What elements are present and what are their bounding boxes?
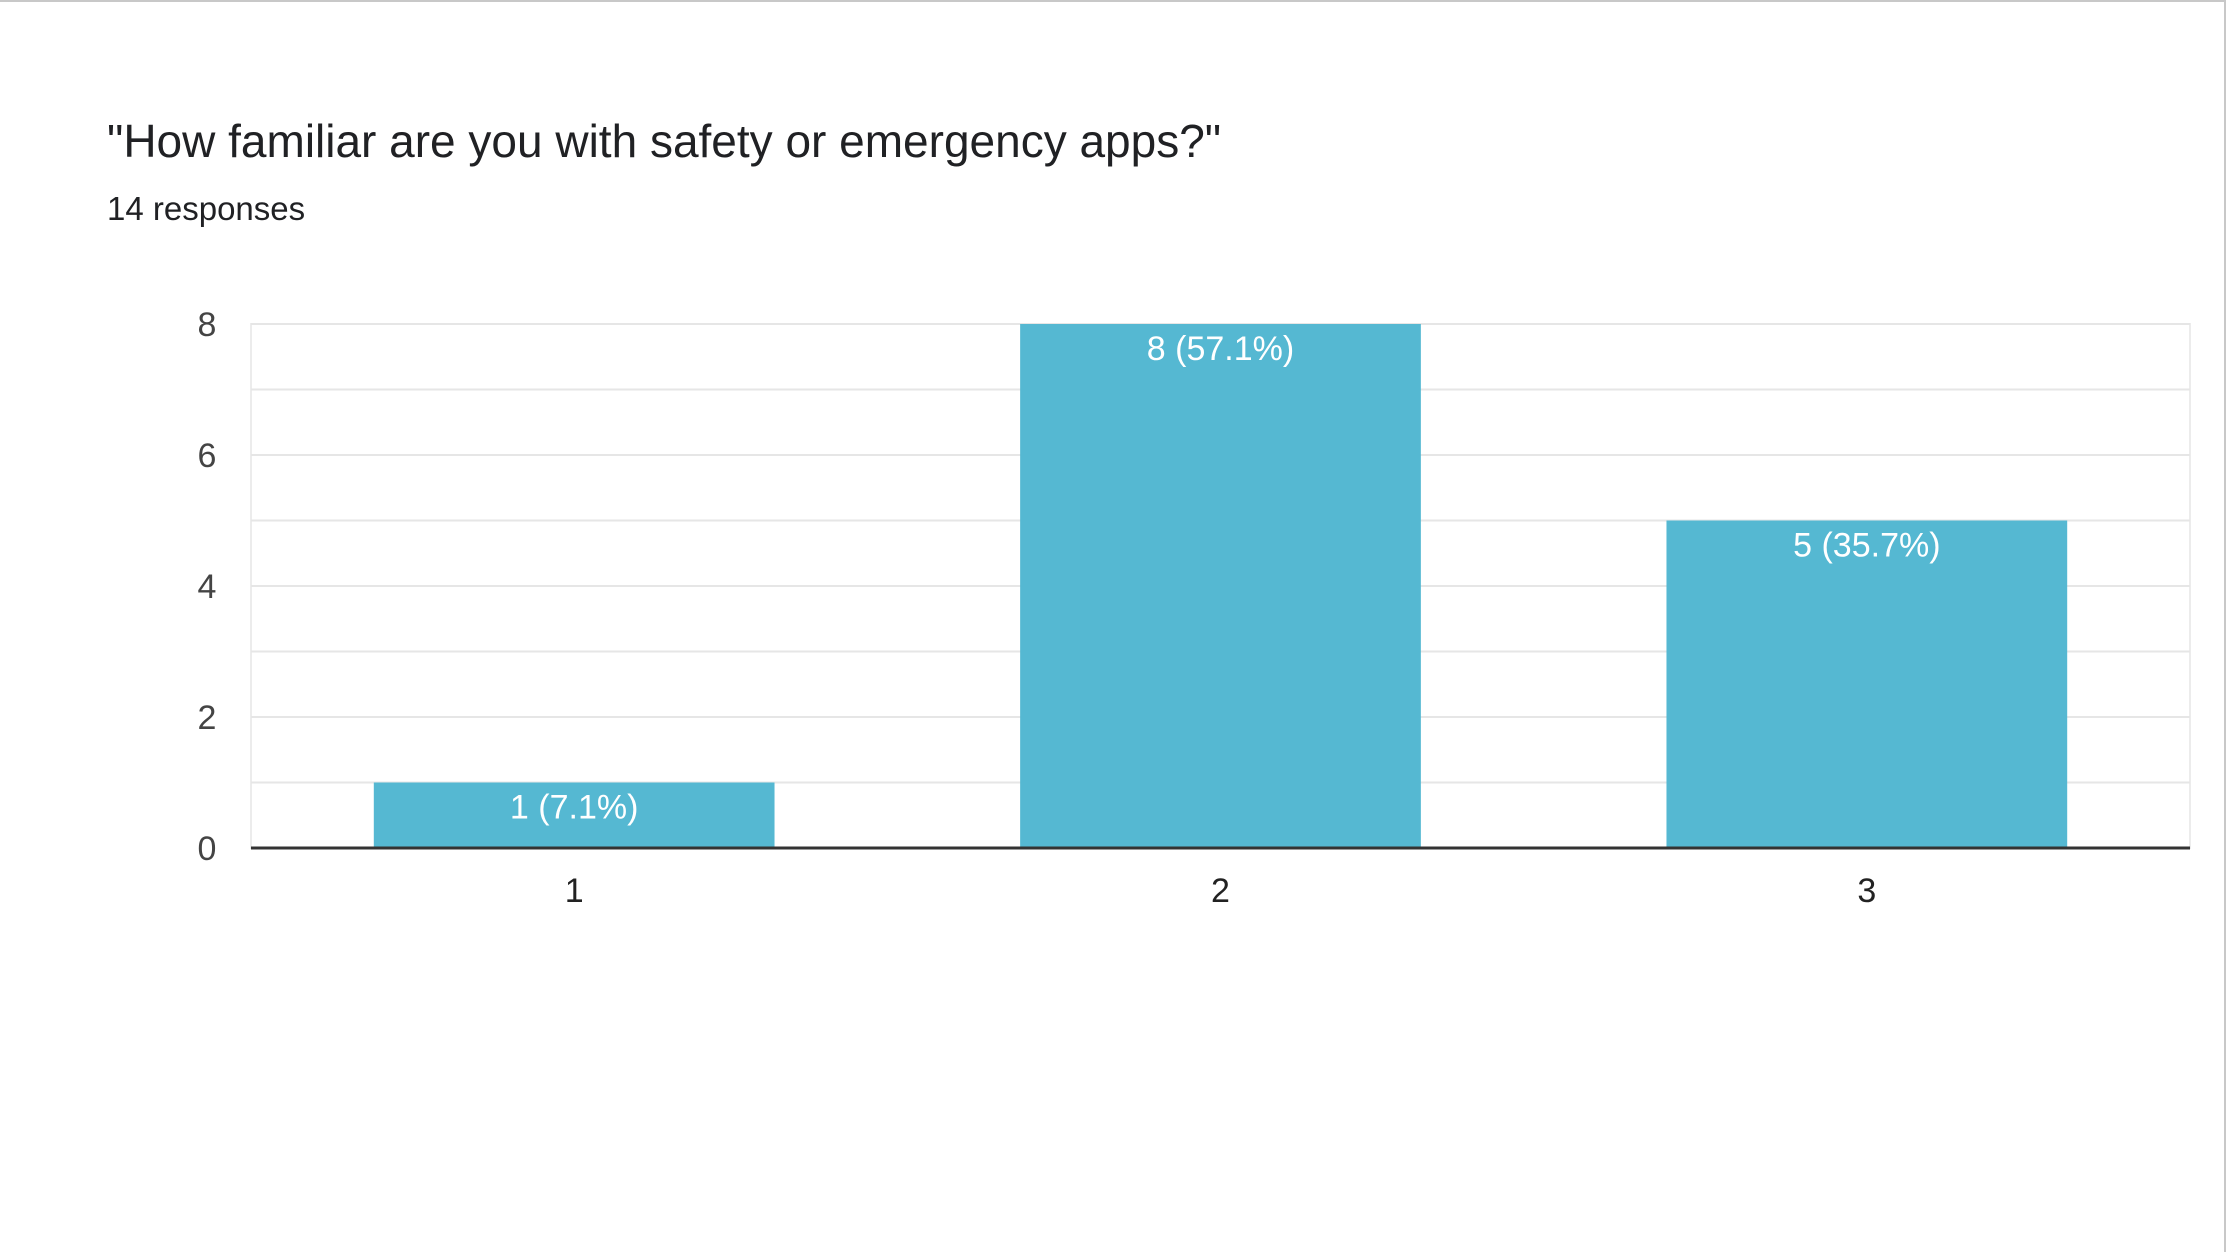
y-tick-label: 0 [198,830,217,868]
bar-data-label: 1 (7.1%) [510,789,639,827]
bar [1666,520,2068,848]
bar [373,782,775,848]
x-category-label: 2 [1211,872,1230,910]
response-count: 14 responses [107,190,306,227]
y-tick-label: 8 [198,306,217,344]
y-tick-label: 4 [198,568,217,606]
bar-data-label: 5 (35.7%) [1793,527,1940,565]
y-tick-label: 2 [198,699,217,737]
bar-data-label: 8 (57.1%) [1147,330,1294,368]
bar [1020,324,1421,848]
chart-title: "How familiar are you with safety or eme… [107,115,1222,167]
x-category-label: 3 [1857,872,1876,910]
x-category-label: 1 [565,872,584,910]
y-tick-label: 6 [198,437,217,475]
